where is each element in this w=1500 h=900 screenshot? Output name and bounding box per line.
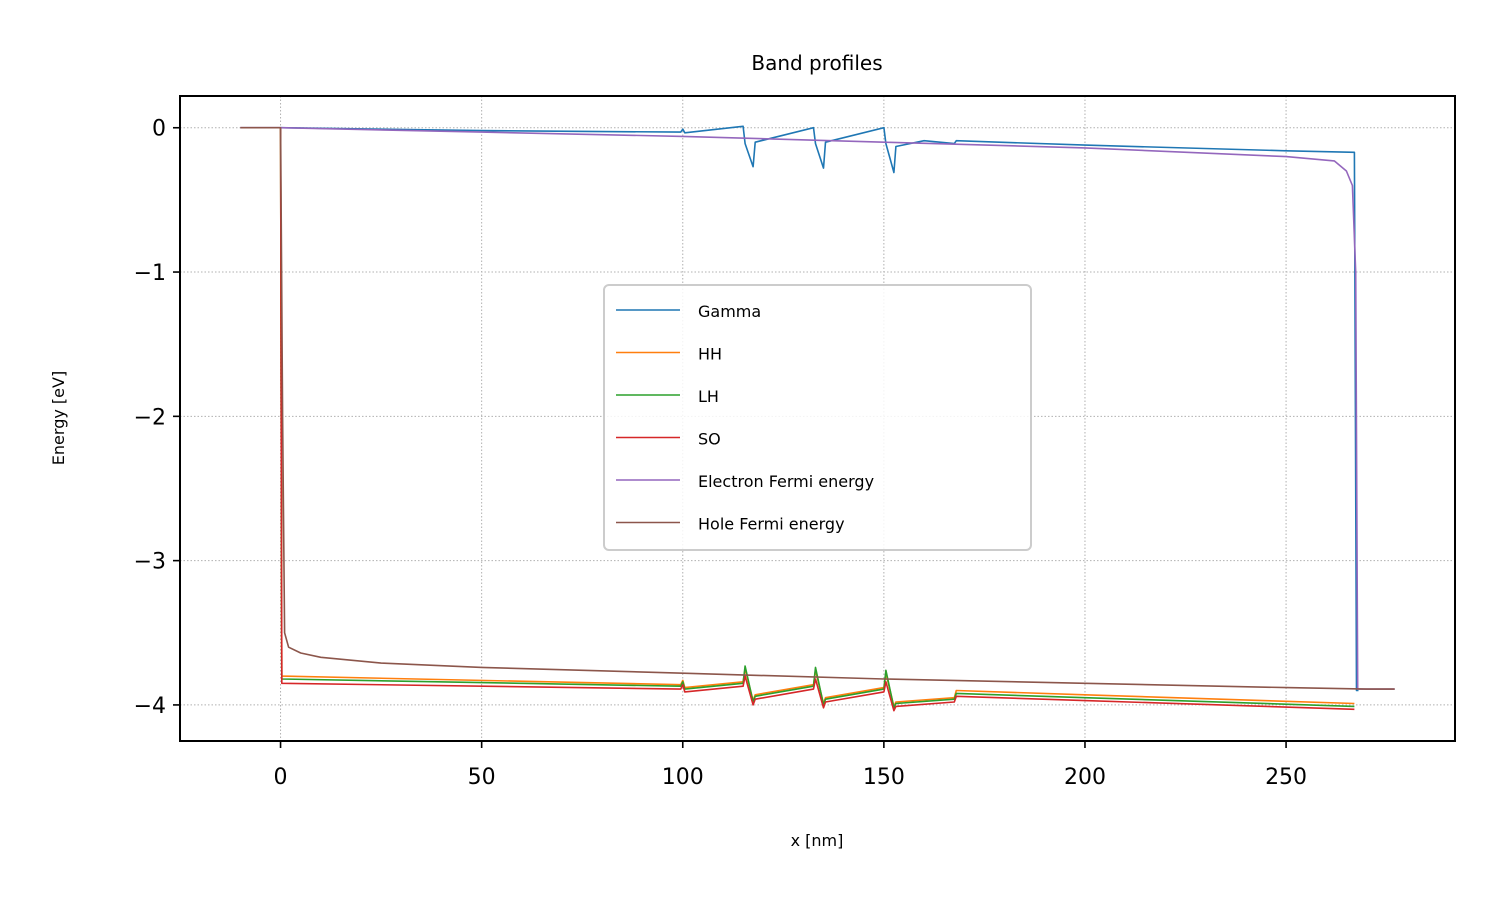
legend: Gamma HH LH SO Electron Fermi energy Hole Fer… xyxy=(603,284,1032,551)
y-tick-label: −2 xyxy=(134,405,166,430)
y-tick-label: −3 xyxy=(134,550,166,575)
y-tick-label: 0 xyxy=(152,117,166,142)
y-tick-label: −4 xyxy=(134,694,166,719)
series-line-hole-fermi-energy xyxy=(240,126,1395,690)
legend-entry: Electron Fermi energy xyxy=(698,472,874,491)
y-tick-label: −1 xyxy=(134,261,166,286)
chart-title: Band profiles xyxy=(751,51,882,75)
legend-entry: HH xyxy=(698,345,722,364)
x-tick-label: 200 xyxy=(1064,765,1106,790)
legend-entry: SO xyxy=(698,430,721,449)
legend-box xyxy=(603,284,1032,551)
plot-lines xyxy=(240,125,1395,712)
y-axis-ticks: 0 −1 −2 −3 −4 xyxy=(134,117,180,719)
legend-entry: Gamma xyxy=(698,302,761,321)
x-tick-label: 0 xyxy=(274,765,288,790)
series-line-electron-fermi-energy xyxy=(240,126,1395,690)
series-line-gamma xyxy=(280,125,1359,692)
x-axis-label: x [nm] xyxy=(791,831,844,850)
legend-entry: Hole Fermi energy xyxy=(698,515,845,534)
x-tick-label: 250 xyxy=(1265,765,1307,790)
x-tick-label: 150 xyxy=(863,765,905,790)
y-axis-label: Energy [eV] xyxy=(49,371,68,465)
plot-area-frame xyxy=(179,95,1456,742)
x-tick-label: 100 xyxy=(662,765,704,790)
series-line-so xyxy=(279,127,1355,712)
x-tick-label: 50 xyxy=(468,765,496,790)
x-axis-ticks: 0 50 100 150 200 250 xyxy=(274,741,1307,790)
series-line-lh xyxy=(279,127,1355,709)
legend-entry: LH xyxy=(698,387,719,406)
